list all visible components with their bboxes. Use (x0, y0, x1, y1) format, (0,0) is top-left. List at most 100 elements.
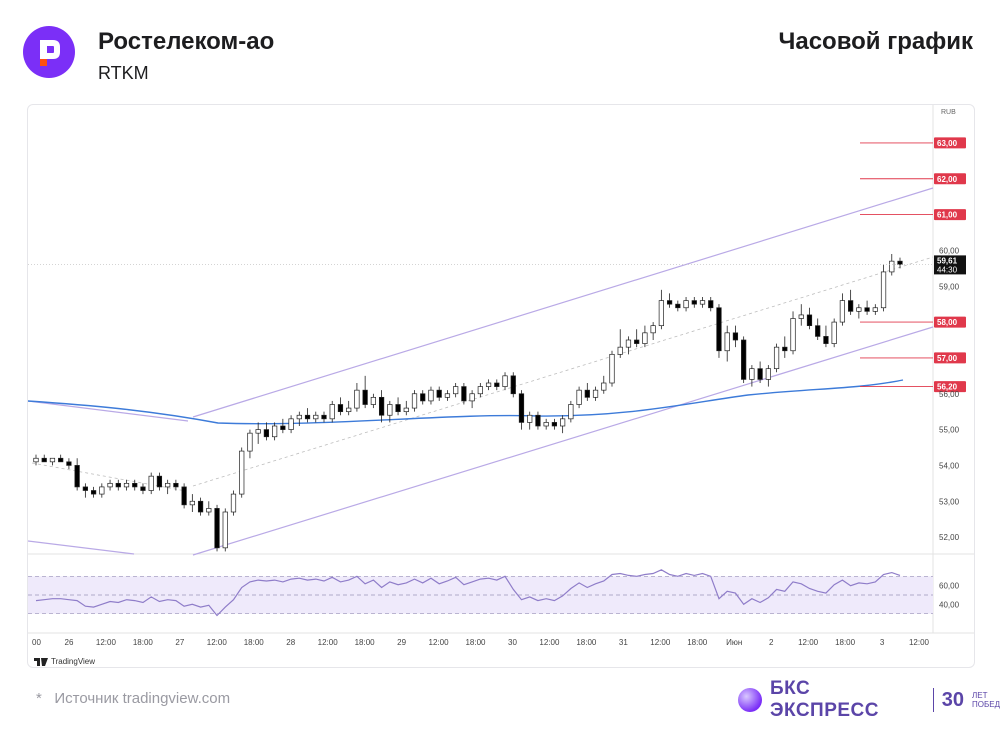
candle-body (806, 314, 813, 327)
brand-subtitle: лет побед (972, 691, 1000, 709)
candle (214, 504, 220, 552)
price-tick-label: 52,00 (939, 533, 960, 542)
candle (592, 386, 599, 401)
candle (395, 397, 401, 416)
source-star: * (36, 690, 42, 707)
bcs-brand: БКС ЭКСПРЕСС 30 лет побед (738, 678, 1000, 721)
candle-body (724, 332, 730, 352)
level-tag-label: 56,20 (937, 383, 958, 392)
time-tick-label: 30 (508, 638, 517, 647)
candle-body (642, 332, 648, 344)
candle-body (123, 482, 130, 488)
time-tick-label: 18:00 (133, 638, 154, 647)
tradingview-label: TradingView (51, 657, 96, 666)
candle (568, 400, 574, 423)
candle (90, 486, 97, 498)
candle-body (239, 450, 245, 495)
candle-body (230, 493, 237, 513)
tradingview-logo: TradingView (34, 657, 95, 666)
candle (156, 472, 163, 491)
level-tag (934, 352, 966, 364)
time-tick-label: 3 (880, 638, 885, 647)
channel-upper-line (192, 187, 934, 418)
brand-divider (932, 688, 934, 712)
candle (197, 497, 204, 516)
candle (58, 454, 64, 463)
candle (288, 415, 294, 434)
candle (66, 458, 72, 469)
candle-body (387, 404, 393, 416)
brand-name: БКС ЭКСПРЕСС (769, 678, 879, 721)
candle (576, 386, 582, 409)
price-tick-label: 56,00 (939, 390, 960, 399)
candle-body (132, 482, 138, 488)
rsi-tick-label: 60,00 (939, 582, 960, 591)
price-tick-label: 59,00 (939, 282, 960, 291)
bcs-ball-icon (738, 688, 762, 712)
candle (461, 383, 467, 405)
candle (370, 393, 376, 409)
level-tag-label: 57,00 (937, 354, 958, 363)
candle (815, 318, 821, 340)
time-tick-label: 29 (397, 638, 406, 647)
candle (560, 415, 566, 434)
candle-body (568, 404, 574, 420)
candle (140, 483, 146, 495)
candle-body (560, 418, 566, 427)
time-tick-label: 31 (619, 638, 628, 647)
timeframe-label: Часовой график (778, 28, 973, 55)
candle-body (551, 422, 558, 427)
candle-body (255, 429, 261, 434)
source-note: * Источник tradingview.com (36, 690, 230, 707)
candle-body (856, 307, 862, 312)
level-tag (934, 173, 966, 185)
candle (510, 372, 516, 398)
prev-channel-lower-line (28, 540, 135, 555)
candle (848, 289, 854, 315)
candle (181, 483, 187, 509)
candle-body (280, 425, 286, 430)
candle-body (658, 300, 664, 327)
candle-body (510, 375, 516, 395)
time-tick-label: 26 (65, 638, 74, 647)
channel-lower-line (192, 326, 934, 556)
time-tick-label: 18:00 (835, 638, 856, 647)
candle (304, 408, 311, 423)
candle-body (346, 407, 352, 413)
level-tag (934, 209, 966, 221)
candle-body (82, 486, 88, 491)
candle (617, 329, 623, 358)
candle (107, 479, 113, 491)
countdown-label: 44:30 (937, 265, 958, 274)
candle-body (485, 382, 492, 387)
candle-body (354, 389, 360, 409)
candle-body (708, 300, 714, 309)
candle-body (156, 475, 163, 488)
grid-layer (28, 105, 974, 634)
candle (173, 479, 179, 491)
candle-body (666, 300, 673, 305)
candle-body (263, 429, 270, 438)
candle-body (403, 407, 409, 413)
candle (263, 422, 270, 441)
candle (724, 325, 730, 362)
candle (634, 329, 640, 348)
candle-body (90, 490, 97, 495)
candle (123, 479, 130, 491)
candle-body (864, 307, 870, 312)
time-tick-label: 12:00 (207, 638, 228, 647)
candle (354, 383, 360, 412)
candle (773, 343, 780, 373)
time-tick-label: Июн (726, 638, 742, 647)
candle (428, 386, 434, 405)
candle-body (535, 414, 541, 427)
candle (99, 483, 105, 498)
candle-body (601, 382, 607, 391)
candle-body (494, 382, 500, 387)
candle (749, 365, 755, 387)
candle (387, 400, 393, 423)
candle-body (140, 486, 146, 491)
candle-body (798, 314, 804, 319)
price-axis: RUB 52,00 53,00 54,00 55,00 56,00 59,00 60,0059… (28, 109, 966, 542)
candle (411, 390, 418, 412)
